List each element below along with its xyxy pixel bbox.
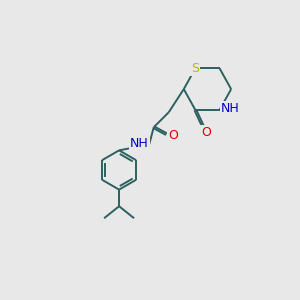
Text: NH: NH: [220, 102, 239, 115]
Text: S: S: [191, 62, 199, 75]
Text: O: O: [201, 126, 211, 139]
Text: NH: NH: [130, 137, 149, 150]
Text: O: O: [168, 129, 178, 142]
